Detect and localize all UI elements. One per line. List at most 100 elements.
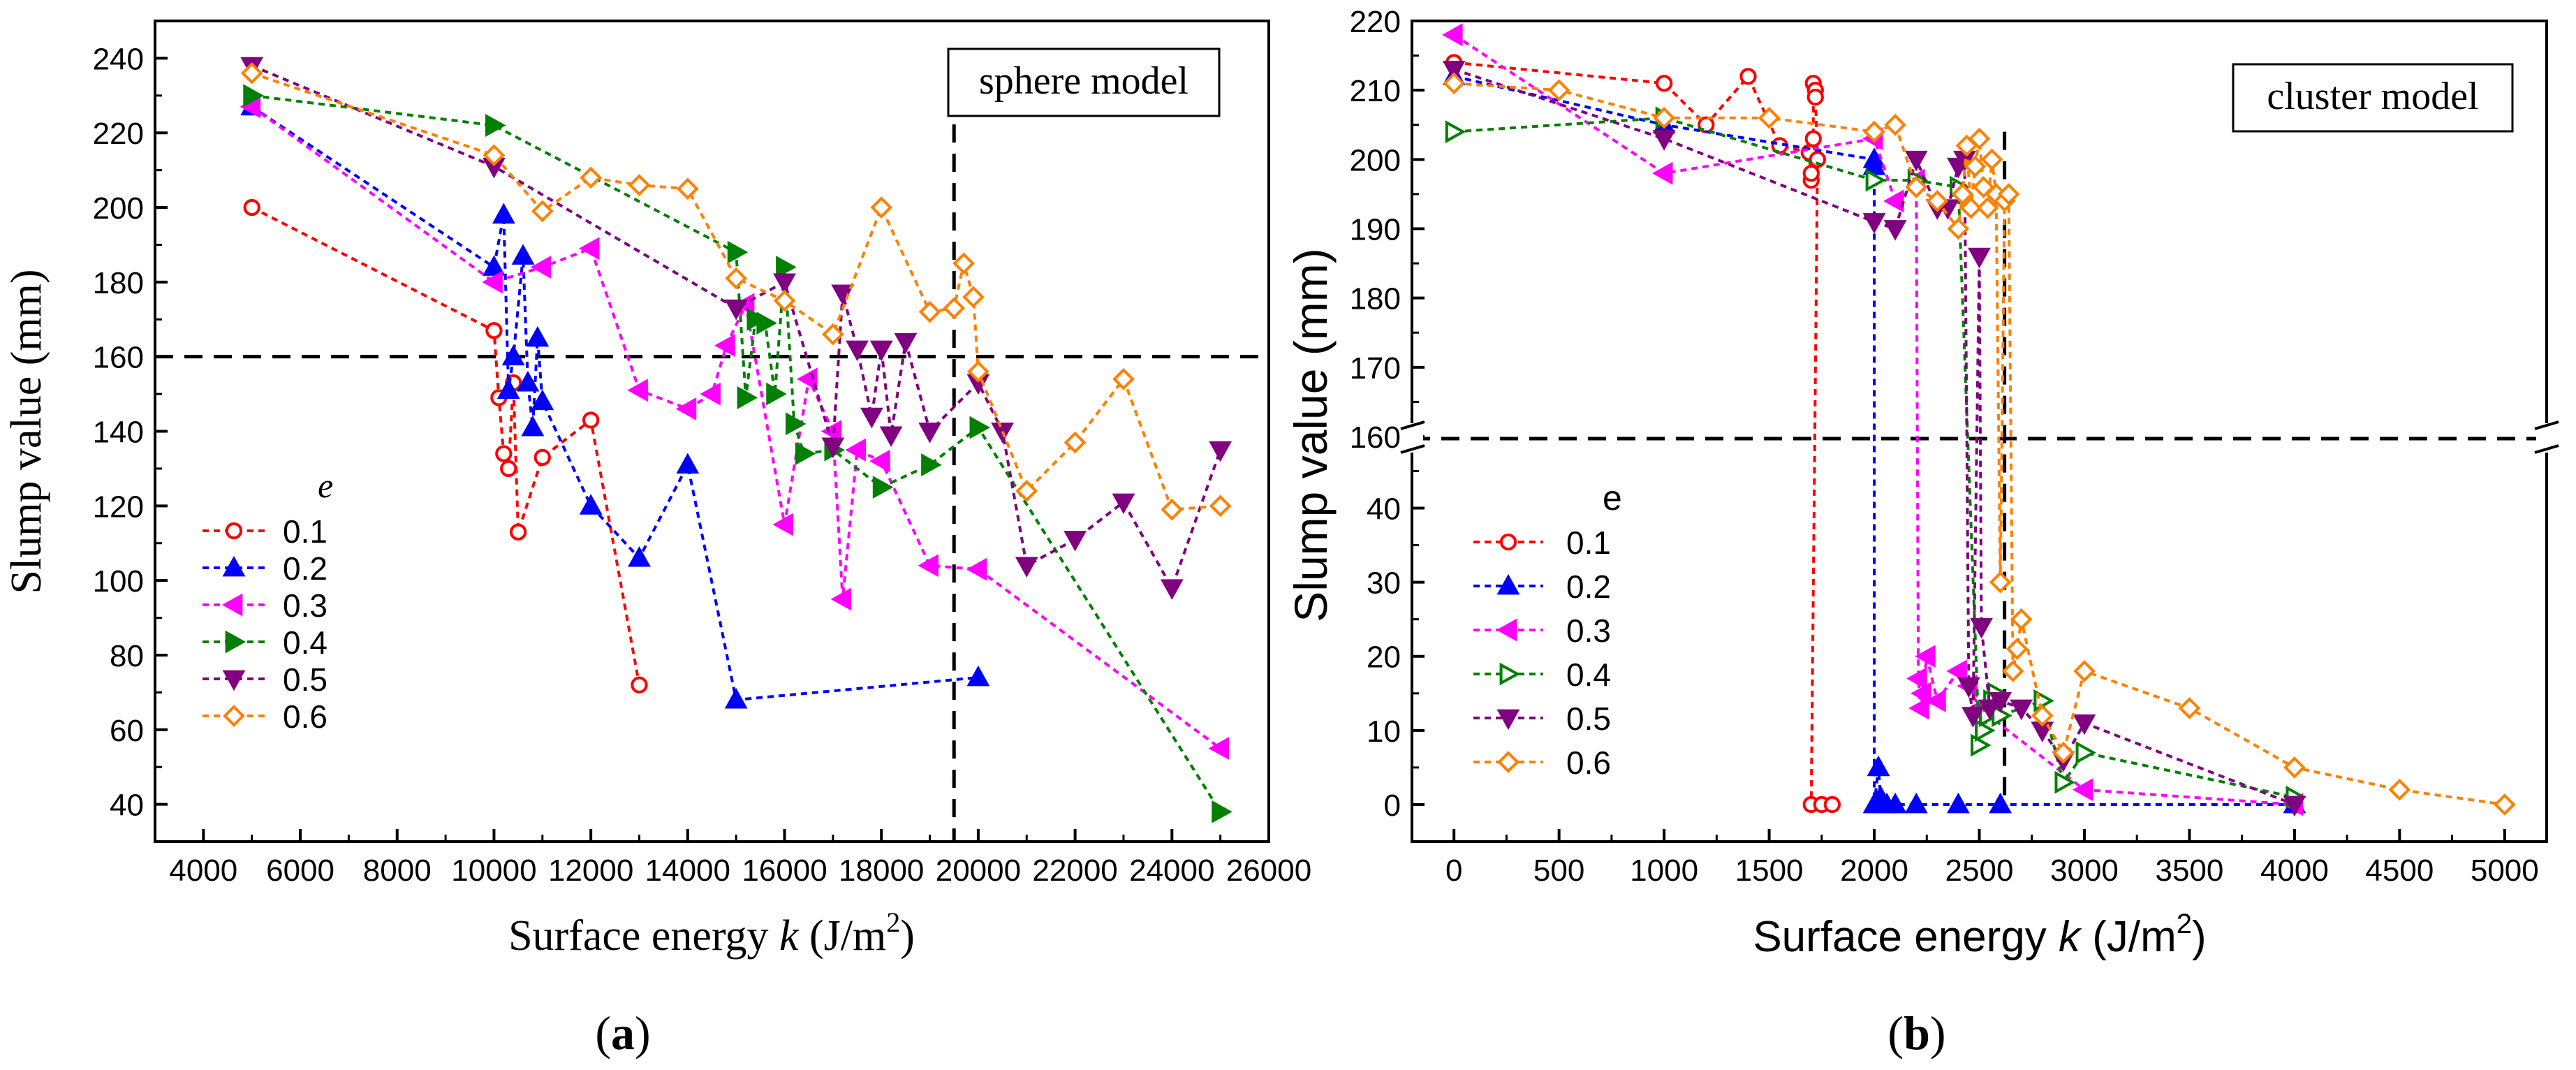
chart-a-data-point [496, 378, 520, 400]
chart-a-data-point [966, 665, 990, 687]
chart-b-data-point [2072, 778, 2093, 802]
chart-a-xtick-label: 16000 [742, 853, 827, 888]
chart-a-data-point [521, 416, 545, 437]
chart-b-legend-label: 0.2 [1566, 569, 1611, 605]
chart-a-data-point [243, 84, 264, 108]
chart-b-data-point [1758, 107, 1781, 129]
chart-a-data-point [1209, 494, 1232, 518]
chart-b-xtick-label: 4500 [2365, 853, 2434, 888]
chart-b-data-point [1989, 571, 2012, 594]
chart-a-data-point [1209, 441, 1232, 462]
chart-a-data-point [869, 340, 893, 362]
chart-b-data-point [1809, 151, 1826, 168]
chart-b-legend-marker [1496, 618, 1517, 642]
chart-b-data-point [1915, 645, 1936, 668]
chart-b-data-point [1957, 677, 1980, 698]
chart-b-legend-marker [1496, 573, 1520, 595]
chart-a-xtick-label: 18000 [839, 853, 924, 888]
chart-b-data-point [1652, 130, 1676, 151]
chart-a-data-point [485, 114, 506, 137]
chart-a-data-point [918, 554, 939, 578]
chart-a-ytick-label: 100 [93, 564, 144, 599]
chart-a-data-point [773, 289, 796, 312]
chart-b-xtick-label: 500 [1533, 853, 1584, 888]
chart-b-data-point [1651, 161, 1673, 185]
chart-a-data-point [1063, 431, 1087, 454]
chart-a-reference-lines [155, 66, 1269, 842]
chart-a-data-point [511, 244, 535, 265]
chart-a-data-point [1160, 579, 1184, 600]
chart-a-ytick-label: 200 [93, 191, 144, 226]
chart-a-annotation-box: sphere model [947, 47, 1221, 117]
chart-b-xtick-label: 1000 [1630, 853, 1698, 888]
chart-panel-b: 0 500 1000 1500 2000 2500 3000 3500 4000 4500 5000… [1285, 5, 2559, 1060]
chart-b-ytick-label: 200 [1350, 143, 1401, 177]
chart-a-ytick-label: 120 [93, 490, 144, 524]
chart-a-xtick-label: 14000 [645, 853, 730, 888]
chart-b-ytick-label: 180 [1350, 282, 1401, 316]
chart-b-data-point [1997, 183, 2020, 205]
chart-b-data-point [2283, 796, 2306, 817]
chart-a-data-point [501, 344, 525, 366]
chart-b-data-point [1865, 168, 1887, 192]
chart-b-series [1442, 23, 2516, 817]
chart-a-data-point [846, 340, 869, 362]
chart-a-data-point [240, 61, 263, 85]
chart-b-data-point [1962, 707, 1985, 728]
chart-a-data-point [526, 325, 550, 347]
chart-b-data-point [2010, 608, 2033, 631]
chart-a-data-point [530, 256, 552, 279]
chart-a-data-point [533, 448, 551, 467]
chart-a-data-point [628, 174, 651, 196]
chart-a-data-point [1208, 737, 1230, 760]
chart-b-ytick-label: 220 [1350, 5, 1401, 39]
chart-a-ytick-label: 160 [93, 341, 144, 375]
chart-b-data-point [1863, 120, 1885, 143]
chart-b-ytick-label: 30 [1367, 566, 1401, 601]
chart-b-data-point [1959, 196, 1982, 219]
chart-b-data-point [1989, 792, 2012, 814]
chart-b-series-0.1 [1445, 54, 1841, 814]
chart-a-data-point [243, 198, 260, 217]
chart-a-ylabel: Slump value (mm) [3, 270, 50, 594]
chart-a-series-0.2 [240, 94, 990, 709]
chart-b-legend-label: 0.4 [1566, 657, 1611, 693]
chart-b-data-point [2073, 660, 2096, 682]
chart-a-data-point [820, 420, 842, 443]
chart-b-panel-label: (b) [1887, 1006, 1945, 1060]
chart-a-ytick-label: 80 [110, 639, 144, 673]
chart-a-axes: 4000 6000 8000 10000 12000 14000 16000 18000 200… [93, 42, 1312, 888]
chart-b-annotation-box: cluster model [2232, 63, 2514, 133]
chart-a-xtick-label: 26000 [1226, 853, 1311, 888]
chart-a-data-point [869, 449, 890, 473]
chart-b-data-point [1442, 23, 1463, 47]
chart-b-data-point [2075, 741, 2097, 765]
chart-a-ytick-label: 140 [93, 416, 144, 450]
chart-a-legend-marker [223, 705, 245, 727]
chart-a-xtick-label: 4000 [169, 853, 237, 888]
chart-a-data-point [700, 382, 721, 406]
chart-a-data-point [676, 453, 700, 474]
chart-a-data-point [483, 144, 506, 167]
chart-b-legend-label: 0.5 [1566, 701, 1611, 737]
chart-a-data-point [1212, 800, 1232, 823]
chart-b-data-point [1908, 696, 1929, 720]
chart-a-data-point [724, 687, 748, 709]
chart-b-data-point [1806, 88, 1824, 106]
chart-b-xtick-label: 2000 [1840, 853, 1908, 888]
chart-a-data-point [879, 426, 903, 447]
chart-b-data-point [1905, 176, 1928, 198]
chart-b-data-point [1904, 150, 1928, 172]
chart-a-data-point [943, 297, 966, 320]
chart-a-data-point [485, 322, 503, 339]
chart-b-ytick-label: 0 [1384, 789, 1401, 823]
chart-a-data-point [579, 494, 603, 515]
chart-b-data-point [1978, 699, 2001, 721]
chart-b-data-point [1739, 68, 1757, 85]
chart-a-series [240, 57, 1232, 823]
chart-b-legend-label: 0.3 [1566, 613, 1611, 649]
chart-b-axis-break [1400, 420, 2559, 454]
chart-a-series-0.3 [240, 95, 1230, 760]
chart-a-legend-label: 0.5 [283, 661, 327, 698]
chart-a-legend-label: 0.6 [283, 698, 327, 735]
